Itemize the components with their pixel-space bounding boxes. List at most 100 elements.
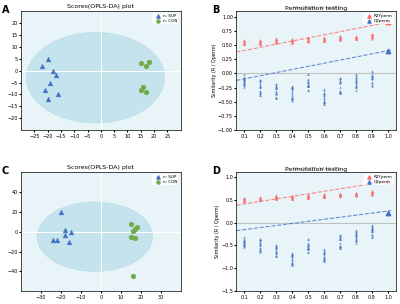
- Point: [321, 195, 327, 200]
- Point: [337, 36, 343, 40]
- Point: [42, 87, 48, 92]
- Point: [241, 197, 248, 202]
- Point: [369, 33, 375, 37]
- Point: [305, 240, 311, 245]
- Point: [369, 80, 375, 85]
- Point: [241, 85, 248, 89]
- Point: [289, 194, 295, 199]
- Point: [55, 92, 62, 97]
- Point: [337, 89, 343, 94]
- Point: [273, 91, 280, 96]
- Point: [68, 229, 74, 234]
- Point: [337, 38, 343, 43]
- Point: [369, 192, 375, 197]
- Point: [305, 37, 311, 42]
- Point: [337, 233, 343, 238]
- Title: Permutation testing: Permutation testing: [285, 167, 347, 172]
- Point: [369, 32, 375, 37]
- Point: [337, 233, 343, 238]
- Point: [66, 239, 72, 244]
- Point: [257, 38, 264, 43]
- Point: [273, 248, 280, 253]
- Point: [305, 79, 311, 84]
- Point: [353, 232, 359, 237]
- Point: [257, 247, 264, 252]
- Point: [321, 96, 327, 101]
- Point: [305, 87, 311, 92]
- Point: [241, 238, 248, 243]
- Point: [321, 86, 327, 91]
- Point: [241, 199, 248, 204]
- Point: [273, 194, 280, 199]
- Point: [241, 245, 248, 250]
- Point: [353, 240, 359, 245]
- Point: [289, 37, 295, 42]
- Point: [353, 190, 359, 195]
- Point: [241, 238, 248, 243]
- Point: [353, 81, 359, 86]
- Point: [257, 246, 264, 250]
- Point: [321, 98, 327, 103]
- Point: [289, 255, 295, 260]
- Point: [241, 196, 248, 201]
- Point: [273, 244, 280, 249]
- Point: [257, 42, 264, 47]
- Point: [273, 37, 280, 42]
- Point: [385, 48, 391, 53]
- Point: [305, 84, 311, 89]
- Point: [273, 36, 280, 41]
- Ellipse shape: [37, 202, 153, 271]
- Point: [337, 240, 343, 245]
- Point: [273, 244, 280, 249]
- Point: [321, 255, 327, 260]
- Point: [241, 195, 248, 200]
- Point: [353, 227, 359, 232]
- Point: [289, 92, 295, 97]
- Point: [353, 34, 359, 39]
- Point: [132, 235, 138, 240]
- Point: [353, 35, 359, 40]
- Point: [321, 193, 327, 198]
- Point: [257, 39, 264, 44]
- Point: [289, 87, 295, 92]
- Point: [369, 73, 375, 78]
- Point: [289, 96, 295, 101]
- Point: [337, 193, 343, 198]
- Point: [337, 34, 343, 39]
- Point: [257, 38, 264, 43]
- Point: [337, 85, 343, 90]
- Point: [337, 194, 343, 199]
- Point: [241, 40, 248, 45]
- Point: [337, 36, 343, 41]
- Point: [305, 246, 311, 250]
- Point: [289, 261, 295, 266]
- Point: [321, 194, 327, 199]
- Point: [369, 73, 375, 78]
- Point: [289, 37, 295, 42]
- Point: [241, 38, 248, 43]
- Point: [321, 192, 327, 197]
- Point: [337, 36, 343, 40]
- Point: [54, 237, 60, 242]
- Point: [305, 193, 311, 198]
- Point: [353, 36, 359, 41]
- Point: [289, 38, 295, 43]
- Point: [337, 80, 343, 85]
- Point: [289, 36, 295, 41]
- Point: [257, 78, 264, 83]
- Point: [50, 68, 56, 73]
- Point: [337, 35, 343, 40]
- Point: [337, 237, 343, 241]
- Point: [305, 195, 311, 200]
- Point: [50, 237, 56, 242]
- Point: [369, 75, 375, 80]
- Point: [273, 253, 280, 258]
- Point: [353, 74, 359, 79]
- Point: [273, 250, 280, 255]
- Point: [257, 247, 264, 252]
- Point: [289, 95, 295, 100]
- Point: [321, 246, 327, 251]
- Point: [257, 40, 264, 45]
- Point: [353, 231, 359, 236]
- Point: [321, 251, 327, 256]
